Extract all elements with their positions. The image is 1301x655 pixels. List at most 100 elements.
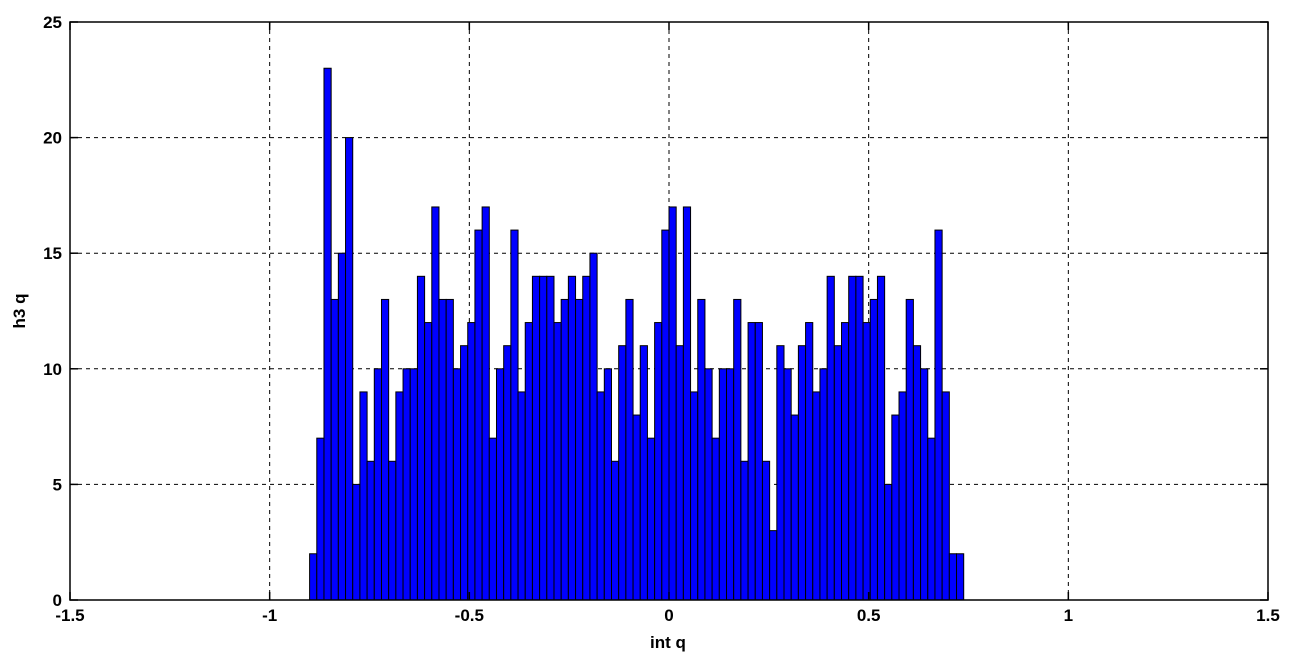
histogram-bar	[366, 460, 375, 601]
histogram-bar	[330, 298, 339, 601]
histogram-bar	[309, 553, 318, 601]
histogram-bar	[596, 391, 605, 601]
histogram-bar	[790, 414, 799, 601]
histogram-bar	[891, 414, 900, 601]
histogram-bar	[646, 437, 656, 601]
histogram-bar	[941, 391, 950, 601]
histogram-bar	[812, 391, 821, 601]
histogram-bar	[884, 483, 893, 601]
histogram-bar	[833, 345, 843, 601]
histogram-bar	[467, 322, 476, 601]
histogram-bar	[927, 437, 936, 601]
histogram-bar	[920, 368, 929, 601]
histogram-bar	[675, 345, 684, 601]
histogram-bar	[869, 298, 878, 601]
histogram-bar	[682, 206, 692, 601]
histogram-bar	[510, 229, 519, 601]
histogram-bar	[316, 437, 325, 601]
y-tick-label: 0	[53, 591, 62, 610]
histogram-bar	[531, 275, 541, 601]
histogram-bar	[618, 345, 627, 601]
x-axis-label: int q	[650, 633, 686, 652]
histogram-bar	[632, 414, 641, 601]
histogram-bar	[848, 275, 857, 601]
histogram-bar	[359, 391, 368, 601]
histogram-bar	[948, 553, 958, 601]
histogram-bar	[539, 275, 548, 601]
histogram-bar	[898, 391, 907, 601]
histogram-bar	[553, 322, 562, 601]
histogram-bar	[416, 275, 426, 601]
histogram-bar	[711, 437, 720, 601]
y-tick-label: 20	[43, 129, 62, 148]
x-tick-label: 1.5	[1256, 606, 1280, 625]
histogram-bar	[337, 252, 347, 601]
x-tick-label: 0.5	[857, 606, 881, 625]
histogram-bar	[718, 368, 728, 601]
y-tick-label: 25	[43, 13, 62, 32]
histogram-bar	[373, 368, 382, 601]
histogram-bar	[876, 275, 886, 601]
y-tick-label: 10	[43, 360, 62, 379]
histogram-bar	[402, 368, 411, 601]
x-tick-label: 1	[1064, 606, 1073, 625]
histogram-bar	[819, 368, 828, 601]
histogram-bar	[661, 229, 670, 601]
histogram-bar	[625, 298, 634, 601]
histogram-bar	[438, 298, 447, 601]
histogram-bar	[323, 67, 332, 601]
histogram-bar	[546, 275, 555, 601]
x-tick-label: -1	[262, 606, 277, 625]
histogram-bar	[352, 483, 361, 601]
histogram-bar	[862, 322, 871, 601]
histogram-bar	[841, 322, 850, 601]
histogram-bar	[474, 229, 483, 601]
histogram-bar	[769, 530, 778, 601]
histogram-bar	[654, 322, 663, 601]
histogram-bar	[503, 345, 512, 601]
histogram-bar	[560, 298, 569, 601]
histogram-bar	[567, 275, 577, 601]
x-tick-label: -0.5	[455, 606, 484, 625]
histogram-bar	[754, 322, 763, 601]
histogram-bar	[726, 368, 735, 601]
x-tick-label: -1.5	[55, 606, 84, 625]
histogram-bar	[912, 345, 922, 601]
histogram-bar	[905, 298, 914, 601]
histogram-bar	[488, 437, 497, 601]
x-tick-labels: -1.5 -1 -0.5 0 0.5 1 1.5	[55, 606, 1279, 625]
histogram-bar	[603, 368, 612, 601]
histogram-bar	[481, 206, 490, 601]
histogram-bar	[460, 345, 469, 601]
histogram-bar	[740, 460, 749, 601]
histogram-bar	[388, 460, 397, 601]
x-tick-label: 0	[664, 606, 673, 625]
y-tick-labels: 0 5 10 15 20 25	[43, 13, 62, 610]
histogram-bar	[452, 368, 462, 601]
histogram-bar	[797, 345, 807, 601]
histogram-bar	[445, 298, 454, 601]
histogram-bar	[783, 368, 792, 601]
axis-ticks	[69, 21, 1269, 601]
histogram-bar	[668, 206, 677, 601]
y-tick-label: 15	[43, 244, 62, 263]
histogram-bar	[517, 391, 526, 601]
histogram-bar	[805, 322, 814, 601]
y-tick-label: 5	[53, 475, 62, 494]
histogram-bar	[395, 391, 404, 601]
histogram-bar	[431, 206, 440, 601]
histogram-bar	[589, 252, 598, 601]
histogram-bar	[575, 298, 584, 601]
histogram-bar	[956, 553, 965, 601]
histogram-bar	[761, 460, 771, 601]
histogram-bar	[610, 460, 620, 601]
histogram-bar	[639, 345, 648, 601]
histogram-bar	[495, 368, 505, 601]
histogram-bar	[733, 298, 742, 601]
histogram-bar	[697, 298, 706, 601]
histogram-bar	[424, 322, 433, 601]
histogram-bar	[826, 275, 835, 601]
histogram-bar	[524, 322, 533, 601]
histogram-bar	[690, 391, 699, 601]
